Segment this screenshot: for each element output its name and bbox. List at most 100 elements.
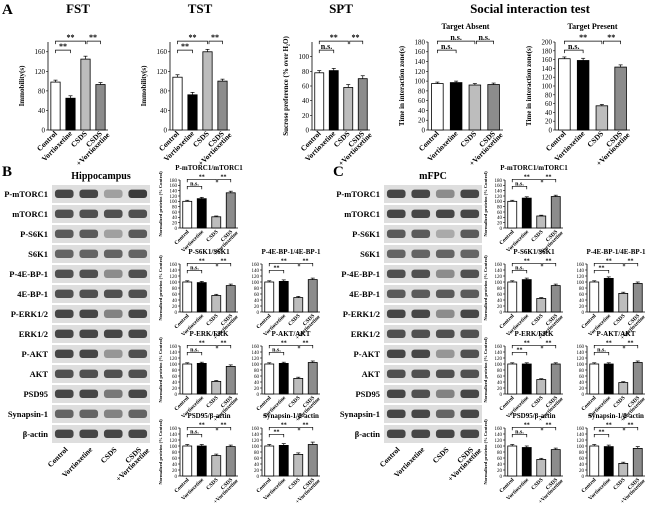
sig-bracket bbox=[217, 426, 232, 431]
bar-1 bbox=[187, 94, 198, 131]
x-tick-label: CSDS bbox=[530, 395, 544, 409]
chart-c_akt: P-AKT/AKT020406080100120140160ControlVor… bbox=[577, 330, 648, 423]
y-tick-label: 60 bbox=[254, 293, 260, 298]
blot-band bbox=[79, 209, 99, 218]
blot-band bbox=[54, 189, 74, 198]
sig-label: n.s. bbox=[450, 33, 462, 42]
y-tick-label: 140 bbox=[415, 58, 426, 66]
chart-b_erk: P-ERK/ERK Normalized proteins (% Control)… bbox=[158, 330, 240, 423]
bar-0 bbox=[182, 445, 193, 477]
chart-b_s6k1: P-S6K1/S6K1 Normalized proteins (% Contro… bbox=[158, 248, 240, 341]
y-tick-label: 40 bbox=[172, 216, 178, 221]
sig-label: ** bbox=[579, 33, 587, 42]
y-tick-label: 100 bbox=[170, 445, 178, 450]
sig-bracket bbox=[511, 178, 542, 183]
y-tick-label: 40 bbox=[497, 381, 503, 386]
sig-label: ** bbox=[199, 258, 205, 264]
y-tick-label: 160 bbox=[252, 427, 260, 432]
y-tick-label: 100 bbox=[252, 281, 260, 286]
sig-bracket bbox=[511, 426, 542, 431]
y-tick-label: 80 bbox=[254, 451, 260, 456]
bar-1 bbox=[521, 197, 532, 229]
y-tick-label: 100 bbox=[495, 445, 503, 450]
blot-row-label: P-AKT bbox=[354, 349, 381, 359]
sig-label: ** bbox=[606, 258, 612, 264]
bar-0 bbox=[589, 281, 600, 313]
blot-band bbox=[435, 269, 455, 278]
blot-row-label: P-ERK1/2 bbox=[11, 309, 48, 319]
y-axis-label: Sucrose preference (% over H₂O) bbox=[282, 36, 290, 136]
blot-band bbox=[460, 329, 480, 338]
blot-band bbox=[128, 269, 148, 278]
blot-band bbox=[386, 369, 406, 378]
blot-band bbox=[460, 189, 480, 198]
bar-3 bbox=[550, 449, 561, 477]
y-tick-label: 120 bbox=[577, 275, 585, 280]
chart-title: P-mTORC1/mTORC1 bbox=[175, 164, 243, 172]
blot-mfpc: mFPC P-mTORC1 mTORC1 P-S6K1 S6K1 P-4E-BP-1 4E-… bbox=[336, 171, 483, 483]
blot-band bbox=[411, 269, 431, 278]
sig-bracket bbox=[349, 40, 364, 45]
blot-band bbox=[460, 409, 480, 418]
y-tick-label: 0 bbox=[306, 126, 310, 134]
y-tick-label: 60 bbox=[172, 293, 178, 298]
blot-band bbox=[411, 369, 431, 378]
y-tick-label: 140 bbox=[170, 351, 178, 356]
bar-0 bbox=[264, 445, 275, 477]
y-tick-label: 0 bbox=[582, 475, 585, 480]
y-tick-label: 20 bbox=[497, 469, 503, 474]
bar-3 bbox=[614, 66, 627, 131]
y-tick-label: 40 bbox=[172, 463, 178, 468]
y-tick-label: 40 bbox=[545, 109, 553, 117]
bar-1 bbox=[521, 363, 532, 395]
blot-band bbox=[411, 389, 431, 398]
bar-2 bbox=[618, 292, 629, 313]
y-tick-label: 120 bbox=[577, 357, 585, 362]
y-tick-label: 100 bbox=[170, 363, 178, 368]
y-axis-label: Time in interaction zone(s) bbox=[398, 45, 406, 126]
y-tick-label: 80 bbox=[497, 205, 503, 210]
y-tick-label: 120 bbox=[495, 439, 503, 444]
y-tick-label: 120 bbox=[542, 74, 553, 82]
y-tick-label: 0 bbox=[500, 227, 503, 232]
sig-bracket bbox=[186, 262, 217, 267]
bar-1 bbox=[576, 60, 590, 131]
blot-strip bbox=[52, 305, 150, 323]
blot-strip bbox=[52, 365, 150, 383]
blot-row-label: P-mTORC1 bbox=[4, 189, 48, 199]
blot-row-label: P-4E-BP-1 bbox=[9, 269, 48, 279]
chart-c_mtorc1: P-mTORC1/mTORC1 Normalized proteins (% Co… bbox=[483, 164, 568, 257]
sig-label: ** bbox=[524, 340, 530, 346]
y-tick-label: 160 bbox=[495, 345, 503, 350]
chart-c_s6k1: P-S6K1/S6K1 Normalized proteins (% Contro… bbox=[483, 248, 565, 341]
blot-band bbox=[435, 389, 455, 398]
chart-title: P-S6K1/S6K1 bbox=[188, 248, 230, 256]
y-tick-label: 140 bbox=[252, 433, 260, 438]
bar-2 bbox=[536, 298, 547, 313]
blot-band bbox=[386, 289, 406, 298]
blot-band bbox=[54, 269, 74, 278]
blot-row-label: S6K1 bbox=[28, 249, 48, 259]
y-tick-label: 60 bbox=[497, 293, 503, 298]
sig-bracket bbox=[177, 49, 193, 54]
blot-band bbox=[460, 229, 480, 238]
blot-row-label: Synapsin-1 bbox=[340, 409, 380, 419]
y-tick-label: 40 bbox=[579, 463, 585, 468]
blot-band bbox=[103, 369, 123, 378]
sig-bracket bbox=[268, 426, 299, 431]
sig-label: ** bbox=[199, 422, 205, 428]
blot-row-label: mTORC1 bbox=[12, 209, 48, 219]
chart-b_psd95: PSD95/β-actin Normalized proteins (% Cont… bbox=[158, 412, 240, 505]
y-tick-label: 80 bbox=[497, 451, 503, 456]
bar-0 bbox=[589, 445, 600, 477]
chart-title: PSD95/β-actin bbox=[188, 412, 231, 420]
sig-bracket bbox=[593, 262, 624, 267]
bar-0 bbox=[589, 363, 600, 395]
y-tick-label: 140 bbox=[170, 189, 178, 194]
sig-label: ** bbox=[607, 33, 615, 42]
sig-label: ** bbox=[59, 42, 67, 51]
sig-label: n.s. bbox=[190, 265, 199, 271]
blot-band bbox=[79, 309, 99, 318]
blot-band bbox=[128, 249, 148, 258]
chart-title: P-ERK/ERK bbox=[190, 330, 229, 338]
